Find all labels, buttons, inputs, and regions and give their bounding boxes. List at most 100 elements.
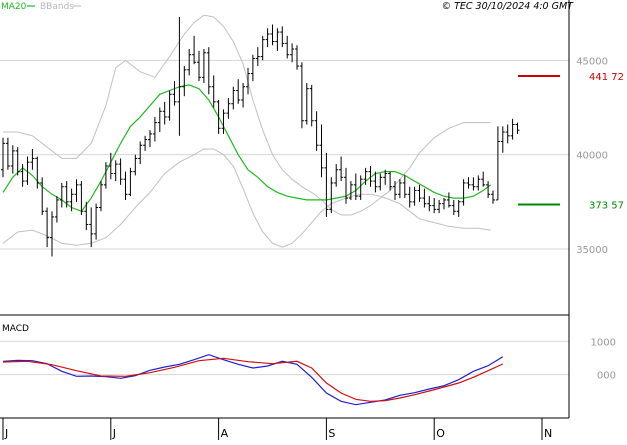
ohlc-bar	[481, 171, 486, 187]
ohlc-bar	[162, 101, 167, 125]
month-label: J	[112, 427, 116, 440]
ohlc-bar	[79, 181, 84, 216]
price-levels: 441 72 373 57	[518, 72, 624, 212]
ohlc-bar	[491, 190, 495, 204]
ohlc-bar	[206, 47, 211, 95]
ohlc-bar	[393, 181, 397, 200]
month-label: J	[4, 427, 8, 440]
macd-panel-title: MACD	[2, 324, 29, 334]
ohlc-bar	[461, 179, 466, 206]
ohlc-bar	[197, 50, 201, 82]
ohlc-bar	[505, 124, 510, 144]
ohlc-bar	[412, 186, 417, 206]
ohlc-bar	[442, 198, 446, 210]
ohlc-bar	[466, 177, 471, 189]
ohlc-bar	[373, 171, 378, 193]
ohlc-bar	[133, 154, 138, 176]
ohlc-bar	[510, 118, 515, 140]
ohlc-bar	[265, 28, 270, 48]
ohlc-bar	[334, 164, 339, 187]
month-label: A	[221, 427, 229, 440]
ohlc-bar	[89, 207, 94, 248]
ohlc-bar	[103, 162, 108, 189]
ohlc-bar	[216, 99, 221, 134]
ohlc-bar	[69, 188, 74, 212]
ohlc-bar	[471, 177, 476, 191]
ohlc-bar	[446, 192, 451, 208]
bollinger-bands	[2, 14, 491, 248]
ohlc-bar	[192, 35, 197, 65]
ohlc-bar	[363, 167, 368, 185]
ohlc-bar	[275, 28, 280, 51]
support-label: 373 57	[589, 201, 624, 212]
ohlc-bar	[20, 164, 25, 187]
ohlc-bar	[358, 175, 363, 200]
ohlc-bar	[432, 198, 437, 214]
ohlc-bar	[108, 152, 113, 180]
ohlc-bar	[437, 199, 442, 214]
ohlc-bar	[167, 90, 172, 121]
ohlc-bar	[295, 45, 299, 70]
price-tick-label: 45000	[576, 56, 608, 67]
ohlc-bar	[152, 116, 157, 142]
ohlc-bar	[250, 54, 255, 82]
ohlc-bar	[236, 79, 241, 104]
ohlc-bar	[1, 137, 5, 178]
ma20-line	[2, 84, 491, 213]
ohlc-bar	[113, 160, 118, 182]
ohlc-bar	[226, 98, 231, 119]
ohlc-bar	[128, 167, 133, 197]
ma20-series	[2, 84, 491, 213]
ohlc-bar	[231, 86, 236, 110]
ohlc-bar	[456, 199, 461, 217]
ohlc-bar	[417, 184, 422, 202]
ohlc-bar	[319, 124, 324, 178]
ohlc-bar	[422, 188, 427, 208]
ohlc-bar	[138, 141, 143, 165]
macd-series	[2, 354, 504, 406]
ohlc-bar	[378, 173, 383, 191]
ohlc-bar	[451, 199, 456, 216]
copyright-label: © TEC 30/10/2024 4:0 GMT	[442, 1, 575, 12]
ohlc-bar	[35, 156, 40, 189]
ohlc-bar	[368, 165, 373, 187]
ohlc-bar	[177, 16, 182, 136]
ohlc-bar	[211, 75, 216, 108]
ohlc-bar	[270, 24, 275, 46]
ohlc-bar	[15, 147, 20, 176]
ohlc-bar	[94, 203, 99, 240]
bb-lower-line	[2, 148, 491, 248]
ohlc-bar	[495, 126, 500, 201]
ohlc-bar	[427, 196, 432, 212]
price-tick-label: 40000	[576, 151, 608, 162]
ohlc-bar	[99, 181, 103, 212]
ohlc-bar	[118, 158, 123, 185]
ohlc-bar	[515, 122, 520, 134]
ohlc-bar	[344, 167, 348, 204]
ohlc-bar	[143, 135, 148, 151]
ohlc-bar	[10, 145, 15, 174]
ohlc-bar	[388, 171, 393, 191]
ohlc-bar	[148, 130, 152, 148]
ohlc-bar	[383, 169, 388, 185]
signal-series	[2, 357, 504, 402]
ohlc-bar	[500, 126, 505, 153]
price-grid	[0, 59, 569, 250]
ohlc-bar	[402, 175, 407, 199]
ohlc-bar	[54, 196, 59, 223]
ohlc-bar	[339, 156, 344, 182]
ohlc-bar	[30, 149, 35, 170]
ohlc-bar	[123, 171, 128, 200]
resistance-label: 441 72	[589, 72, 624, 83]
ohlc-bar	[309, 84, 314, 127]
legend-ma20: MA20	[1, 2, 27, 12]
ohlc-bar	[348, 181, 353, 200]
ohlc-bar	[397, 179, 402, 199]
ohlc-bar	[157, 107, 162, 133]
ohlc-bar	[290, 43, 295, 63]
ohlc-bar	[187, 49, 192, 76]
month-label: N	[544, 427, 552, 440]
legend-bbands: BBands	[40, 2, 74, 12]
